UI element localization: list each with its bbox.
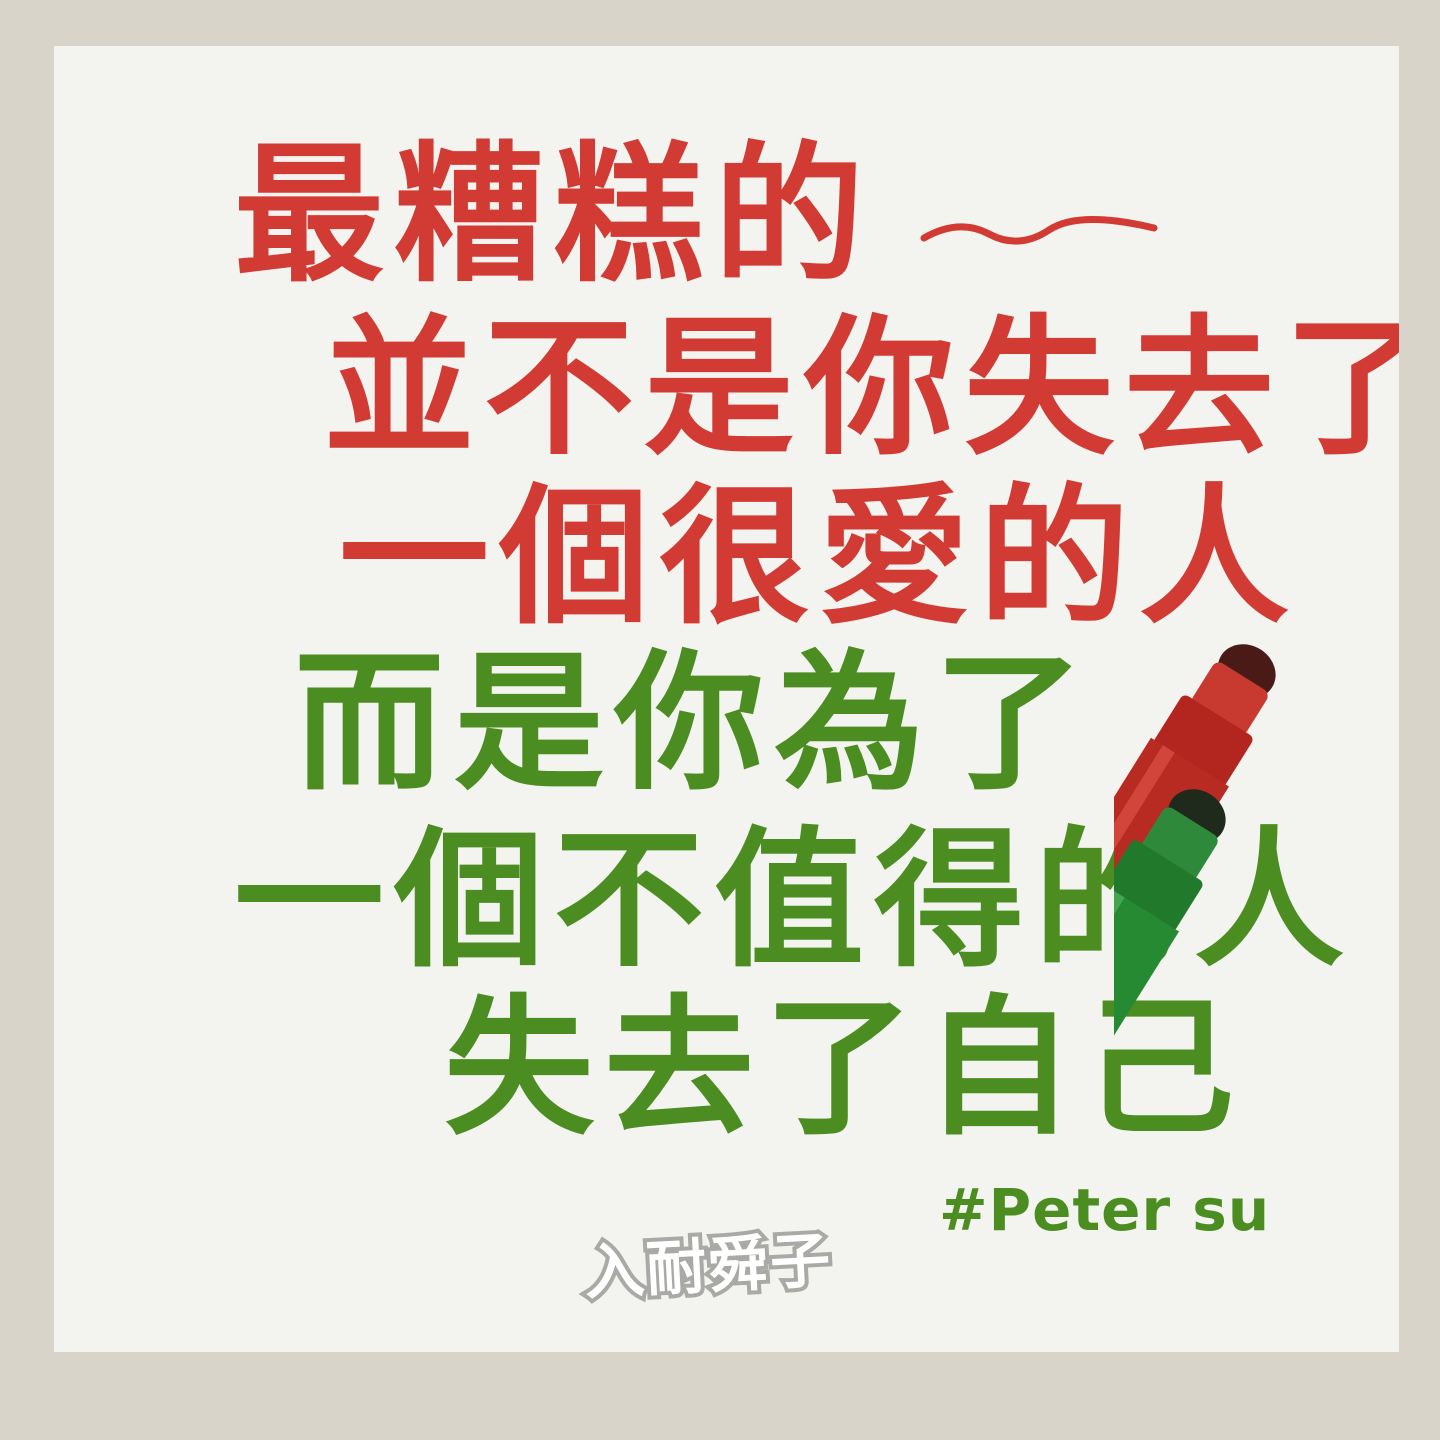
poem-line-6: 失去了自己 xyxy=(444,982,1245,1156)
brand-logo: 入耐舜子 xyxy=(579,1222,838,1313)
poem-line-4: 而是你為了 xyxy=(294,637,1095,811)
squiggle-dash-icon xyxy=(920,216,1158,245)
poem-line-3: 一個很愛的人 xyxy=(339,471,1300,645)
green-marker-icon xyxy=(1114,789,1226,1126)
poem-line-1: 最糟糕的 xyxy=(234,129,875,303)
poem-line-2: 並不是你失去了 xyxy=(324,302,1399,476)
signature-hashtag: #Peter su xyxy=(939,1176,1271,1244)
markers-illustration xyxy=(1114,644,1276,1126)
quote-card: 最糟糕的 並不是你失去了 一個很愛的人 而是你為了 一個不值得的人 失去了自己 … xyxy=(54,46,1399,1352)
